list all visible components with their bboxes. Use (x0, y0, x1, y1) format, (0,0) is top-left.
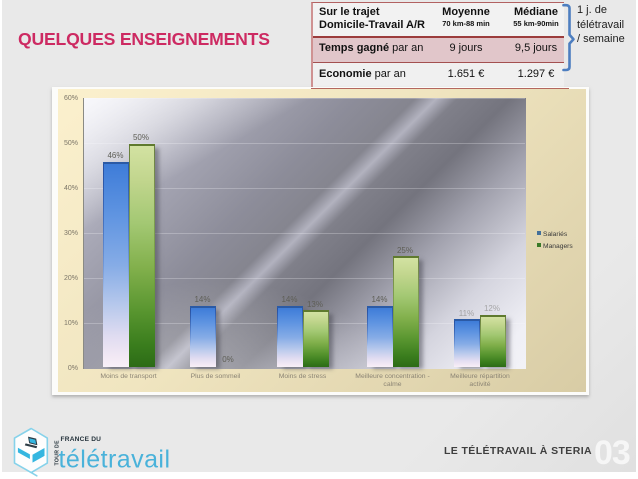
svg-text:TOUR DE: TOUR DE (55, 440, 61, 466)
svg-text:FRANCE DU: FRANCE DU (61, 436, 102, 443)
svg-text:télétravail: télétravail (59, 446, 171, 474)
